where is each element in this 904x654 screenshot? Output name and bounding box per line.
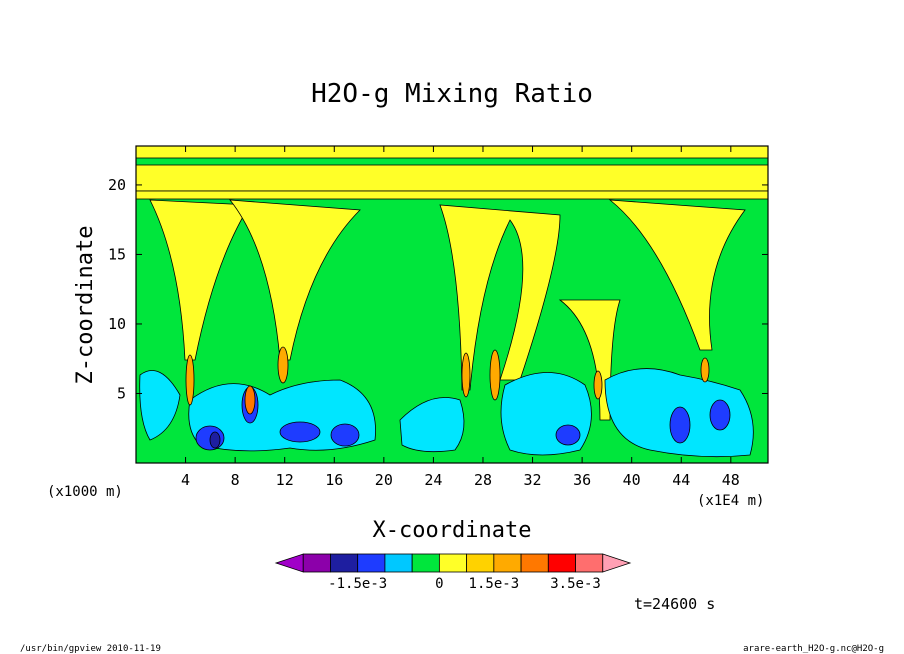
y-tick-label: 5 <box>117 384 126 402</box>
contour-region <box>139 370 181 441</box>
contour-region <box>277 346 289 384</box>
contour-region <box>593 370 603 400</box>
colorbar-labels: -1.5e-3 0 1.5e-3 3.5e-3 <box>328 576 601 592</box>
x-tick-label: 28 <box>474 471 492 489</box>
contour-region <box>229 199 361 361</box>
colorbar-level-label: -1.5e-3 <box>328 576 387 592</box>
contour-region <box>709 399 731 431</box>
x-unit-label: (x1E4 m) <box>697 493 764 509</box>
x-ticks: 4 8 12 16 20 24 28 32 36 40 44 48 <box>181 146 740 489</box>
colorbar-swatch <box>274 553 304 573</box>
contour-region <box>279 421 321 443</box>
colorbar-swatch <box>466 553 495 573</box>
contour-region <box>500 372 592 456</box>
y-tick-label: 20 <box>108 176 126 194</box>
footer-right: arare-earth_H2O-g.nc@H2O-g <box>743 644 884 654</box>
footer-left: /usr/bin/gpview 2010-11-19 <box>20 644 161 654</box>
x-tick-label: 20 <box>375 471 393 489</box>
x-axis-label: X-coordinate <box>373 518 532 543</box>
y-unit-label: (x1000 m) <box>47 484 123 500</box>
colorbar-level-label: 0 <box>435 576 443 592</box>
contour-region <box>399 397 465 453</box>
plot-frame <box>135 145 769 464</box>
contour-region <box>185 354 195 406</box>
colorbar-swatch <box>384 553 413 573</box>
x-tick-label: 12 <box>276 471 294 489</box>
colorbar-swatch <box>493 553 522 573</box>
colorbar-swatch <box>547 553 576 573</box>
x-tick-label: 24 <box>424 471 442 489</box>
colorbar-level-label: 3.5e-3 <box>550 576 601 592</box>
x-tick-label: 40 <box>623 471 641 489</box>
y-axis-label: Z-coordinate <box>73 226 98 385</box>
colorbar-swatch <box>302 553 331 573</box>
y-ticks: 5 10 15 20 <box>108 176 768 402</box>
x-tick-label: 36 <box>573 471 591 489</box>
colorbar <box>274 553 632 573</box>
x-tick-label: 4 <box>181 471 190 489</box>
x-tick-label: 44 <box>672 471 690 489</box>
colorbar-swatch <box>357 553 386 573</box>
x-tick-label: 16 <box>325 471 343 489</box>
colorbar-swatch <box>411 553 440 573</box>
x-tick-label: 8 <box>231 471 240 489</box>
colorbar-swatch <box>438 553 468 573</box>
contour-region <box>608 199 746 351</box>
contour-region <box>439 204 561 391</box>
contour-region <box>700 357 710 383</box>
contour-region <box>330 423 360 447</box>
contour-region <box>461 352 471 398</box>
colorbar-swatch <box>330 553 359 573</box>
colorbar-swatch <box>602 553 632 573</box>
contour-region <box>149 199 251 361</box>
contour-region <box>135 190 769 200</box>
colorbar-level-label: 1.5e-3 <box>469 576 520 592</box>
chart-title: H2O-g Mixing Ratio <box>311 79 593 109</box>
contour-region <box>669 406 691 444</box>
contour-fields <box>135 145 769 458</box>
x-tick-label: 32 <box>524 471 542 489</box>
contour-region <box>489 349 501 401</box>
x-tick-label: 48 <box>722 471 740 489</box>
contour-region <box>555 424 581 446</box>
contour-region <box>135 164 769 192</box>
colorbar-swatch <box>575 553 604 573</box>
contour-region <box>244 385 256 415</box>
y-tick-label: 10 <box>108 315 126 333</box>
time-annotation: t=24600 s <box>634 595 715 613</box>
colorbar-swatch <box>520 553 549 573</box>
contour-region <box>209 431 221 449</box>
contour-region <box>135 145 769 159</box>
y-tick-label: 15 <box>108 245 126 263</box>
